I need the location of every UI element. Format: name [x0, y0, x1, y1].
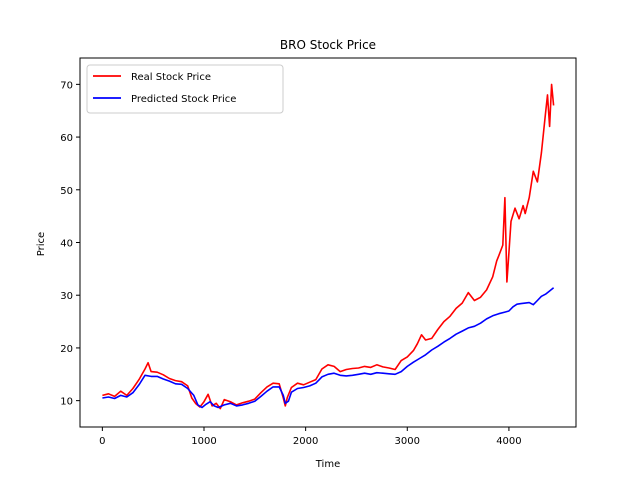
y-tick-label: 60	[60, 133, 73, 144]
x-axis: 0 1000 2000 3000 4000	[99, 427, 522, 447]
y-tick-label: 20	[60, 344, 73, 355]
y-axis-label: Price	[36, 232, 47, 256]
x-tick-label: 0	[99, 436, 105, 447]
x-tick-label: 1000	[191, 436, 216, 447]
y-tick-label: 50	[60, 186, 73, 197]
x-tick-label: 4000	[496, 436, 521, 447]
plot-lines	[102, 83, 555, 410]
legend-entry: Predicted Stock Price	[131, 94, 236, 105]
y-tick-label: 70	[60, 80, 73, 91]
y-tick-label: 30	[60, 291, 73, 302]
x-tick-label: 3000	[395, 436, 420, 447]
y-axis: 10 20 30 40 50 60 70	[60, 80, 80, 408]
legend: Real Stock Price Predicted Stock Price	[86, 64, 284, 114]
series-line-real	[102, 83, 555, 410]
series-line-predicted	[102, 287, 555, 409]
legend-entry: Real Stock Price	[131, 72, 211, 83]
legend-box	[86, 64, 284, 114]
y-tick-label: 40	[60, 239, 73, 250]
chart-title: BRO Stock Price	[280, 38, 376, 52]
x-tick-label: 2000	[293, 436, 318, 447]
x-axis-label: Time	[315, 459, 340, 470]
y-tick-label: 10	[60, 397, 73, 408]
